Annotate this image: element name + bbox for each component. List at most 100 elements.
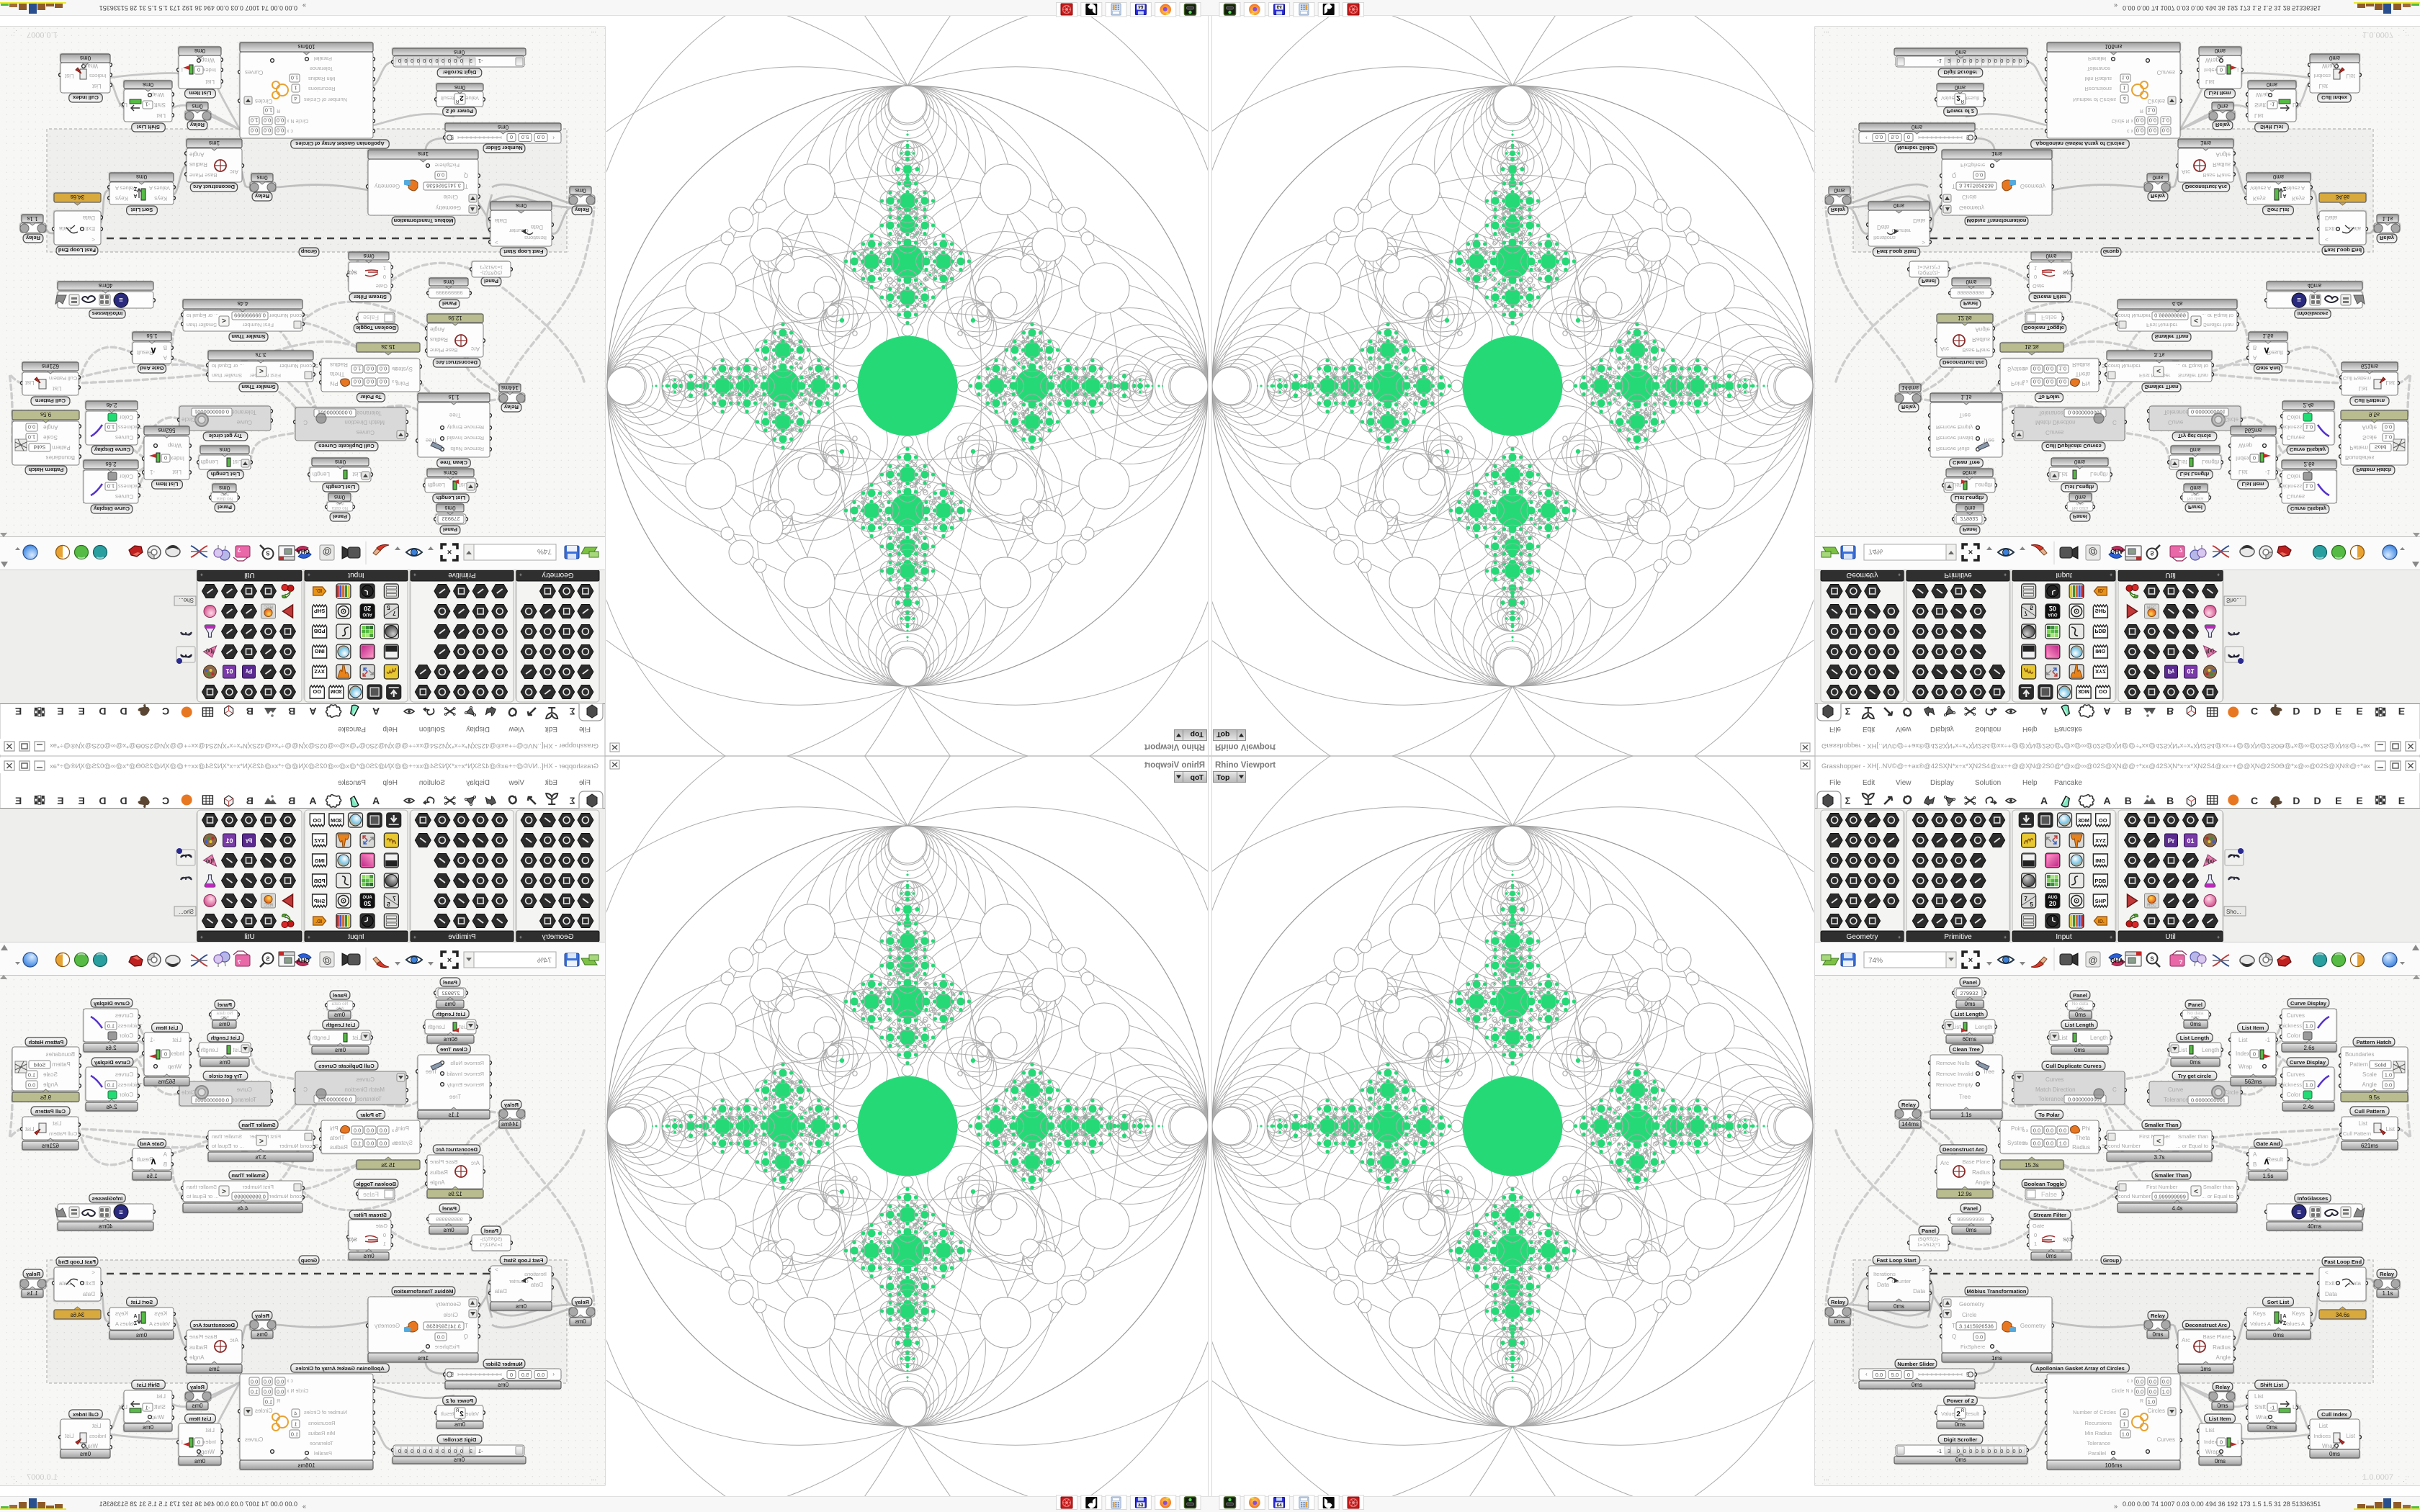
svg-text:0: 0 <box>1994 1448 1997 1454</box>
svg-text:<: < <box>2156 1138 2161 1146</box>
svg-text:Wrap: Wrap <box>2256 1414 2270 1421</box>
svg-text:Number Slider: Number Slider <box>1897 1361 1934 1367</box>
svg-text:0.0: 0.0 <box>2046 1140 2053 1147</box>
svg-text:1.0.0007: 1.0.0007 <box>2362 1473 2393 1482</box>
svg-text:Top: Top <box>1216 773 1229 782</box>
svg-text:0.0: 0.0 <box>2136 1389 2143 1395</box>
svg-text:E: E <box>2335 795 2341 806</box>
svg-text:562ms: 562ms <box>2244 1079 2262 1085</box>
svg-text:List: List <box>2319 1423 2329 1429</box>
svg-text:3.7s: 3.7s <box>2154 1154 2164 1161</box>
svg-text:1.1s: 1.1s <box>1960 1112 1971 1118</box>
svg-text:0ms: 0ms <box>2152 1331 2163 1338</box>
svg-text:Curves: Curves <box>2287 1071 2305 1078</box>
svg-text:Fast Loop Start: Fast Loop Start <box>1876 1257 1917 1264</box>
svg-text:Length: Length <box>2202 1047 2219 1053</box>
svg-text:1=1/512(*1: 1=1/512(*1 <box>1917 1243 1940 1248</box>
svg-text:Curves: Curves <box>2045 1076 2063 1083</box>
svg-text:Primitive: Primitive <box>1944 933 1972 941</box>
svg-text:Keys: Keys <box>2292 1310 2305 1317</box>
svg-text:Values A: Values A <box>2284 1320 2305 1327</box>
svg-text:List: List <box>2058 1035 2068 1041</box>
svg-text:@: @ <box>2088 955 2097 966</box>
svg-text:B: B <box>2253 1161 2257 1168</box>
svg-text:+: + <box>2004 935 2007 940</box>
svg-text:‹: ‹ <box>1865 1371 1868 1377</box>
svg-text:List: List <box>2178 1047 2187 1053</box>
svg-text:×: × <box>1968 956 1973 965</box>
svg-text:Input: Input <box>2056 933 2071 941</box>
svg-text:Curves: Curves <box>2157 1436 2175 1443</box>
svg-text:Curves: Curves <box>2287 1012 2305 1019</box>
svg-text:Digit Scroller: Digit Scroller <box>1944 1436 1978 1443</box>
svg-text:0ms: 0ms <box>2215 1458 2226 1464</box>
svg-text:Circle: Circle <box>1962 1312 1977 1318</box>
svg-text:Keys: Keys <box>2253 1310 2266 1317</box>
svg-text:Cull Index: Cull Index <box>2321 1411 2348 1418</box>
svg-text:0: 0 <box>2000 1448 2003 1454</box>
svg-text:Iterations: Iterations <box>1873 1271 1896 1277</box>
svg-text:1.0: 1.0 <box>2122 1431 2129 1438</box>
svg-text:Value: Value <box>1941 1410 1955 1417</box>
svg-text:R: R <box>2140 1399 2143 1404</box>
svg-text:Möbius Transformation: Möbius Transformation <box>1967 1288 2027 1295</box>
svg-text:0: 0 <box>1907 1372 1910 1378</box>
svg-text:0: 0 <box>1969 1448 1972 1454</box>
svg-text:Relay: Relay <box>2380 1271 2395 1277</box>
svg-text:z x: z x <box>2022 1142 2028 1146</box>
svg-text:Color: Color <box>2287 1092 2300 1098</box>
svg-text:1: 1 <box>2034 1241 2037 1247</box>
svg-text:1.0: 1.0 <box>2148 1399 2155 1405</box>
svg-text:Length: Length <box>1975 1024 1992 1030</box>
svg-text:Fast Loop End: Fast Loop End <box>2324 1259 2362 1265</box>
svg-text:D: D <box>2314 795 2321 806</box>
svg-text:List Item: List Item <box>2209 1416 2231 1422</box>
svg-text:Curve: Curve <box>2168 1086 2184 1093</box>
svg-text:Relay: Relay <box>1901 1102 1917 1108</box>
svg-text:Shift List: Shift List <box>2260 1382 2284 1388</box>
svg-text:0.0: 0.0 <box>2033 1140 2040 1147</box>
svg-text:Panel: Panel <box>1963 979 1977 986</box>
svg-text:Pattern Hatch: Pattern Hatch <box>2357 1039 2392 1045</box>
svg-text:First Number: First Number <box>2146 1184 2178 1190</box>
svg-text:1.0: 1.0 <box>2305 1023 2313 1030</box>
svg-text:Pancake: Pancake <box>2054 779 2082 787</box>
svg-text:SHP: SHP <box>2095 898 2106 904</box>
svg-text:0.0: 0.0 <box>1876 1372 1883 1378</box>
svg-text:... or Equal to: ... or Equal to <box>2176 1143 2208 1149</box>
svg-text:Apollonian Gasket Array of Cir: Apollonian Gasket Array of Circles <box>2035 1365 2125 1372</box>
svg-text:0: 0 <box>1981 1448 1984 1454</box>
svg-text:Tolerance: Tolerance <box>2164 1097 2189 1103</box>
svg-text:Values A: Values A <box>2250 1320 2271 1327</box>
svg-text:R: R <box>1961 1409 1965 1413</box>
svg-text:Remove Nulls: Remove Nulls <box>1936 1060 1970 1066</box>
svg-text:0.00 0.00 74 1007 0.03 0.0: 0.00 0.00 74 1007 0.03 0.00 494 36 192 1… <box>2123 1500 2321 1508</box>
svg-text:106ms: 106ms <box>2105 1462 2122 1469</box>
svg-text:0: 0 <box>2253 1051 2256 1058</box>
svg-text:3DM: 3DM <box>2078 817 2089 824</box>
svg-text:0ms: 0ms <box>2217 1403 2228 1409</box>
svg-text:Index: Index <box>2236 1050 2250 1057</box>
svg-text:<: < <box>2194 1188 2198 1196</box>
svg-text:0.0: 0.0 <box>2149 1379 2156 1385</box>
svg-text:15.3s: 15.3s <box>2025 1162 2039 1169</box>
svg-text:XYZ: XYZ <box>2095 837 2106 844</box>
svg-text:144ms: 144ms <box>1901 1121 1919 1128</box>
svg-text:+: + <box>2110 935 2112 940</box>
svg-text:Curve Display: Curve Display <box>2290 1059 2326 1066</box>
svg-text:≡: ≡ <box>2297 1209 2301 1217</box>
svg-text:0ms: 0ms <box>2273 1332 2284 1338</box>
svg-text:B: B <box>2166 795 2174 806</box>
svg-text:Curve Display: Curve Display <box>2290 1000 2327 1007</box>
svg-text:Panel: Panel <box>2073 992 2087 999</box>
svg-text:Radius: Radius <box>2213 1344 2231 1351</box>
svg-text:3.1415926536: 3.1415926536 <box>1959 1323 1994 1330</box>
svg-text:0: 0 <box>1957 1448 1960 1454</box>
svg-text:Deconstruct Arc: Deconstruct Arc <box>2185 1322 2227 1328</box>
svg-text:List: List <box>2359 1120 2368 1127</box>
svg-text:1.0: 1.0 <box>2059 1140 2066 1147</box>
svg-text:...: ... <box>1824 1475 1829 1482</box>
svg-text:C: C <box>2251 795 2258 806</box>
svg-text:Arc: Arc <box>1940 1160 1949 1166</box>
svg-text:Deconstruct Arc: Deconstruct Arc <box>1942 1146 1984 1153</box>
